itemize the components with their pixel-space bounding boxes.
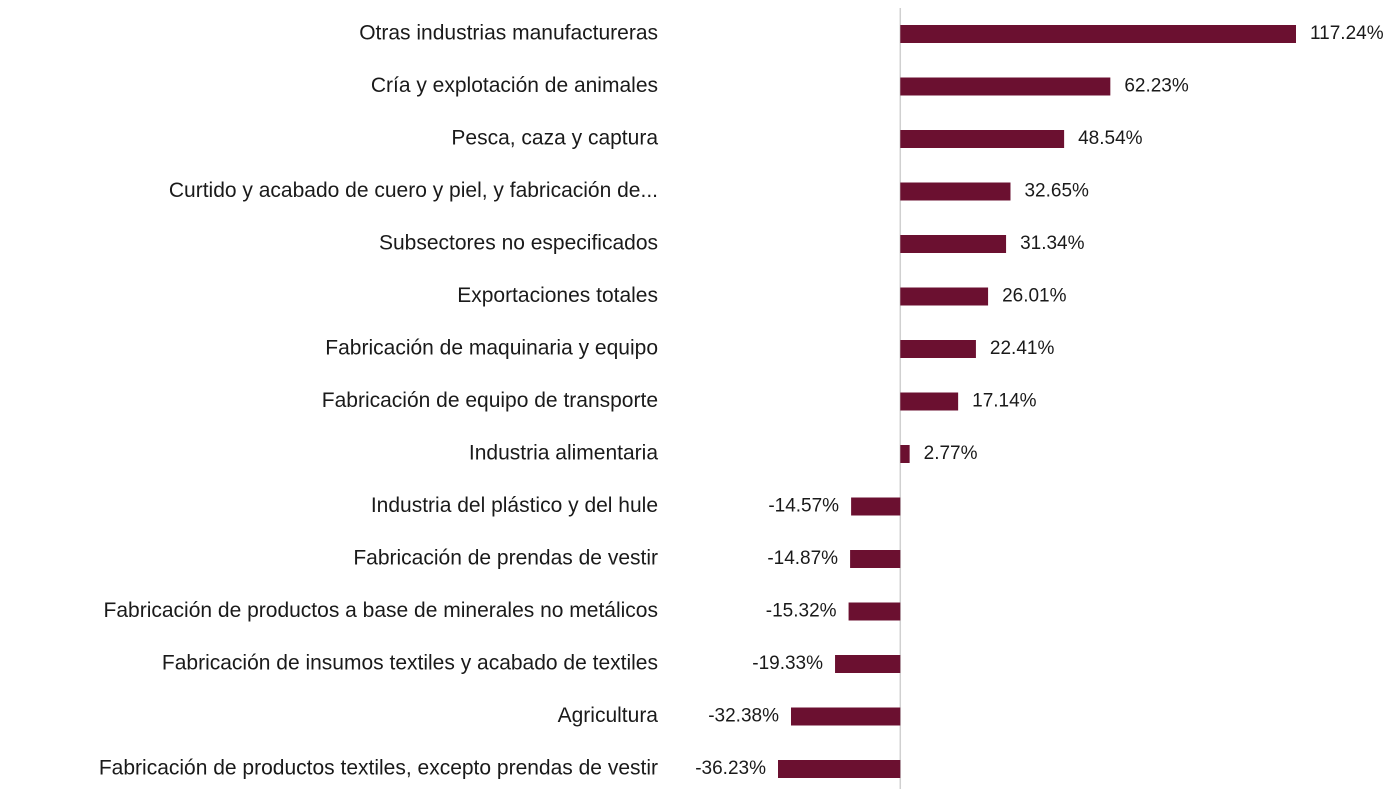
value-label: 17.14%: [972, 391, 1037, 412]
bar: [900, 287, 989, 306]
value-label: -14.87%: [767, 548, 838, 569]
bar: [850, 550, 901, 568]
category-label: Pesca, caza y captura: [451, 127, 658, 150]
value-label: -32.38%: [708, 706, 779, 727]
category-label: Fabricación de productos a base de miner…: [104, 599, 658, 622]
value-label: 62.23%: [1124, 76, 1189, 97]
category-label: Exportaciones totales: [457, 284, 658, 307]
value-label: -36.23%: [695, 758, 766, 779]
value-label: 2.77%: [924, 443, 978, 464]
bar: [900, 77, 1111, 96]
bar: [900, 340, 976, 358]
bar: [900, 130, 1065, 148]
value-label: -14.57%: [768, 496, 839, 517]
bar: [900, 392, 959, 411]
category-label: Fabricación de insumos textiles y acabad…: [162, 652, 658, 675]
value-label: 26.01%: [1002, 286, 1067, 307]
value-label: 117.24%: [1310, 23, 1384, 44]
category-label: Industria alimentaria: [469, 442, 658, 465]
category-label: Fabricación de productos textiles, excep…: [99, 757, 658, 780]
value-label: 48.54%: [1078, 128, 1143, 149]
bar: [900, 25, 1296, 43]
category-label: Curtido y acabado de cuero y piel, y fab…: [169, 179, 658, 202]
bar: [900, 182, 1011, 201]
bar: [835, 655, 901, 673]
category-label: Fabricación de equipo de transporte: [322, 389, 658, 412]
category-label: Fabricación de maquinaria y equipo: [325, 337, 658, 360]
category-label: Cría y explotación de animales: [371, 74, 658, 97]
category-label: Fabricación de prendas de vestir: [353, 547, 658, 570]
value-label: 22.41%: [990, 338, 1055, 359]
value-label: 31.34%: [1020, 233, 1085, 254]
value-label: -19.33%: [752, 653, 823, 674]
category-label: Subsectores no especificados: [379, 232, 658, 255]
bar: [790, 707, 901, 726]
category-label: Otras industrias manufactureras: [359, 22, 658, 45]
bar: [851, 497, 901, 516]
category-label: Agricultura: [558, 704, 659, 727]
bar: [900, 235, 1007, 253]
bar: [778, 760, 901, 778]
bar: [900, 445, 910, 463]
category-label: Industria del plástico y del hule: [371, 494, 658, 517]
value-label: -15.32%: [766, 601, 837, 622]
bar: [848, 602, 901, 621]
value-label: 32.65%: [1024, 181, 1089, 202]
